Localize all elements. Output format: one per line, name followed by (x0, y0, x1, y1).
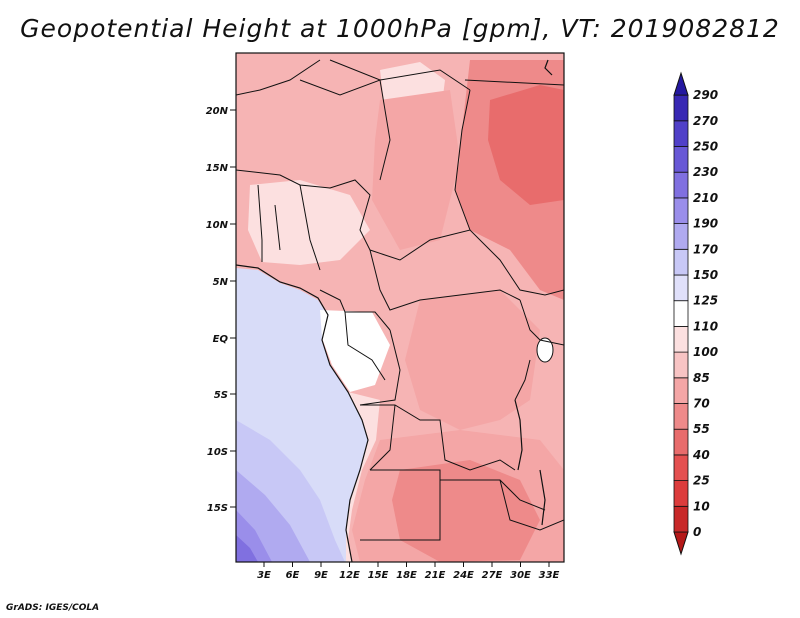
pale-zone-gabon (320, 310, 390, 392)
pale-zone-west-africa (248, 180, 370, 265)
lon-label: 12E (339, 570, 360, 581)
lon-label: 27E (482, 570, 503, 581)
colorbar-triangle-low (673, 531, 689, 556)
credit-text: GrADS: IGES/COLA (6, 603, 100, 613)
country-borders (236, 59, 564, 541)
lon-label: 18E (396, 570, 417, 581)
colorbar-label: 150 (693, 268, 718, 282)
colorbar-label: 100 (693, 345, 718, 359)
map-field (236, 53, 564, 562)
lon-label: 30E (510, 570, 531, 581)
colorbar-segment (673, 351, 689, 379)
lat-label: 15N (206, 163, 229, 174)
lake-malawi (539, 469, 546, 526)
lon-label: 24E (453, 570, 474, 581)
colorbar-segment (673, 120, 689, 147)
red-zone-sudan-core (488, 85, 564, 205)
lat-label: 15S (207, 503, 228, 514)
colorbar-label: 210 (693, 191, 718, 205)
colorbar-segment (673, 223, 689, 250)
colorbar-triangle-high (673, 71, 689, 96)
colorbar-label: 85 (693, 371, 710, 385)
map-frame (235, 52, 565, 563)
colorbar-segment (673, 197, 689, 224)
lat-label: 10S (207, 447, 228, 458)
colorbar-label: 170 (693, 242, 718, 256)
coastline (236, 264, 369, 562)
colorbar: 0 10 25 40 55 70 85 100 110 125 150 170 190 210 230 250… (673, 71, 718, 556)
colorbar-segment (673, 403, 689, 430)
colorbar-label: 125 (693, 294, 718, 308)
colorbar-segment (673, 171, 689, 199)
red-zone-chad (372, 90, 460, 250)
lat-label: EQ (213, 334, 229, 345)
chart-title: Geopotential Height at 1000hPa [gpm], VT… (20, 14, 780, 43)
lat-label: 5S (214, 390, 228, 401)
lon-label: 3E (257, 570, 271, 581)
lon-label: 6E (286, 570, 300, 581)
lon-label: 9E (314, 570, 328, 581)
colorbar-label: 70 (693, 397, 710, 411)
colorbar-label: 110 (693, 319, 718, 333)
lake-tanganyika (514, 399, 523, 471)
pale-zone-coast (346, 392, 380, 562)
ocean-band-4 (236, 535, 258, 562)
lon-label: 21E (425, 570, 446, 581)
colorbar-segment (673, 274, 689, 302)
colorbar-segment (673, 300, 689, 327)
lon-label: 15E (368, 570, 389, 581)
colorbar-label: 230 (693, 165, 718, 179)
lake-victoria (536, 337, 554, 363)
red-zone-congo (405, 290, 540, 430)
longitude-axis: 3E 6E 9E 12E 15E 18E 21E 24E 27E 30E 33E (257, 562, 560, 581)
colorbar-segment (673, 480, 689, 507)
colorbar-segment (673, 454, 689, 481)
red-sea-coast (544, 59, 553, 76)
colorbar-segment (673, 325, 689, 353)
red-zone-south-core (392, 460, 540, 562)
colorbar-label: 0 (693, 525, 701, 539)
colorbar-label: 40 (692, 448, 710, 462)
colorbar-label: 270 (693, 114, 718, 128)
lon-label: 33E (539, 570, 560, 581)
colorbar-label: 250 (693, 140, 718, 154)
colorbar-segment (673, 377, 689, 404)
lat-label: 5N (213, 277, 229, 288)
colorbar-segment (673, 146, 689, 173)
lat-label: 20N (206, 106, 229, 117)
colorbar-label: 25 (693, 474, 710, 488)
colorbar-label: 290 (693, 88, 718, 102)
colorbar-segment (673, 248, 689, 276)
latitude-axis: 20N 15N 10N 5N EQ 5S 10S 15S (206, 106, 236, 514)
colorbar-segment (673, 94, 689, 122)
colorbar-label: 10 (693, 499, 710, 513)
colorbar-label: 190 (693, 217, 718, 231)
lat-label: 10N (206, 220, 229, 231)
colorbar-label: 55 (693, 422, 710, 436)
colorbar-segment (673, 505, 689, 533)
colorbar-segment (673, 428, 689, 456)
